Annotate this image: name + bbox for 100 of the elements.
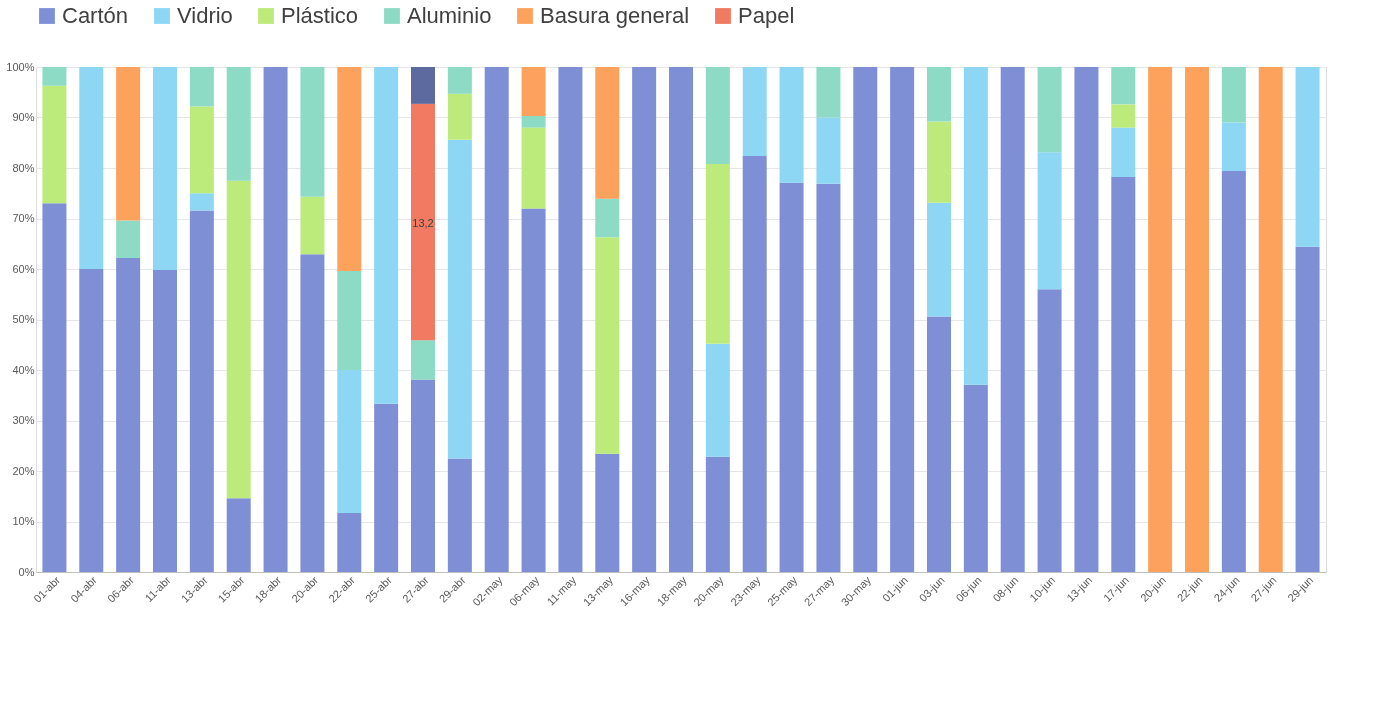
legend-label: Vidrio — [177, 3, 233, 28]
bar — [927, 121, 951, 203]
bar — [1037, 289, 1062, 572]
bar — [42, 85, 67, 204]
bar — [521, 115, 546, 128]
legend-label: Basura general — [540, 3, 690, 28]
bar — [1111, 177, 1136, 572]
bar — [595, 198, 620, 238]
bar — [1295, 246, 1320, 572]
bar — [1037, 67, 1062, 153]
bar — [669, 67, 693, 572]
bar — [447, 139, 472, 459]
y-tick-label: 70% — [12, 212, 35, 224]
bar — [337, 370, 362, 513]
bar — [42, 203, 67, 572]
bar — [816, 117, 841, 184]
bar — [189, 67, 214, 107]
bar — [411, 379, 435, 572]
bar — [1111, 67, 1136, 105]
bar — [595, 453, 620, 572]
bar — [116, 220, 141, 258]
y-tick-label: 90% — [12, 111, 35, 123]
y-tick-label: 80% — [12, 161, 35, 174]
y-tick-label: 50% — [12, 313, 35, 325]
bar — [963, 384, 988, 572]
bar — [447, 67, 472, 94]
bar — [484, 67, 509, 572]
bar — [153, 270, 177, 572]
y-tick-label: 40% — [12, 363, 35, 376]
bar — [1258, 67, 1283, 572]
bar — [1221, 122, 1246, 172]
legend-label: Papel — [738, 3, 795, 28]
bar — [42, 67, 67, 86]
y-tick-label: 60% — [12, 262, 35, 275]
bar — [816, 67, 841, 118]
bar — [447, 458, 472, 572]
y-tick-label: 10% — [12, 515, 35, 527]
bar — [374, 67, 399, 404]
bar — [411, 340, 435, 380]
bar — [1148, 67, 1173, 572]
y-tick-label: 20% — [12, 464, 35, 477]
bar — [1111, 104, 1136, 128]
y-tick-label: 0% — [18, 565, 35, 578]
bar — [411, 67, 435, 104]
bar — [116, 67, 141, 221]
bar — [337, 67, 362, 272]
bar — [1221, 67, 1246, 123]
annotation: 13,2 — [412, 216, 434, 229]
bar — [1111, 127, 1136, 178]
bar — [779, 67, 804, 183]
y-tick-label: 100% — [6, 60, 35, 73]
bar — [300, 196, 325, 255]
bar — [226, 498, 251, 572]
bar — [79, 67, 104, 269]
bar — [300, 254, 325, 572]
bar — [189, 210, 214, 572]
bar — [927, 316, 951, 572]
bar — [1295, 67, 1320, 247]
bar — [705, 67, 730, 164]
bar — [189, 193, 214, 211]
bar — [1000, 67, 1025, 572]
bar — [226, 67, 251, 181]
bar — [595, 237, 620, 454]
bar — [1037, 152, 1062, 290]
bar — [1185, 67, 1209, 572]
bar — [558, 67, 583, 572]
bar — [521, 208, 546, 572]
y-tick-label: 30% — [12, 414, 35, 426]
bar — [447, 93, 472, 140]
bar — [521, 67, 546, 116]
bar — [337, 271, 362, 370]
legend-label: Aluminio — [407, 3, 492, 28]
bar — [705, 343, 730, 457]
bar — [521, 127, 546, 209]
bar — [632, 67, 657, 572]
bar — [263, 67, 288, 572]
legend-label: Cartón — [62, 3, 129, 28]
bar — [116, 257, 141, 572]
bar — [226, 180, 251, 499]
bar — [374, 403, 399, 572]
bar — [742, 67, 767, 156]
bar — [153, 67, 177, 271]
bar — [816, 183, 841, 572]
bar — [189, 106, 214, 194]
bar — [742, 155, 767, 572]
bar — [411, 103, 435, 341]
bar — [927, 202, 951, 317]
bar — [595, 67, 620, 199]
bar — [1074, 67, 1099, 572]
bar — [705, 456, 730, 572]
bar — [79, 269, 104, 572]
bar — [927, 67, 951, 122]
bar — [1221, 171, 1246, 572]
legend-label: Plástico — [281, 3, 359, 28]
bar — [705, 163, 730, 344]
bar — [853, 67, 878, 572]
bar — [779, 182, 804, 572]
bar — [300, 67, 325, 197]
bar — [963, 67, 988, 385]
bar — [890, 67, 915, 572]
